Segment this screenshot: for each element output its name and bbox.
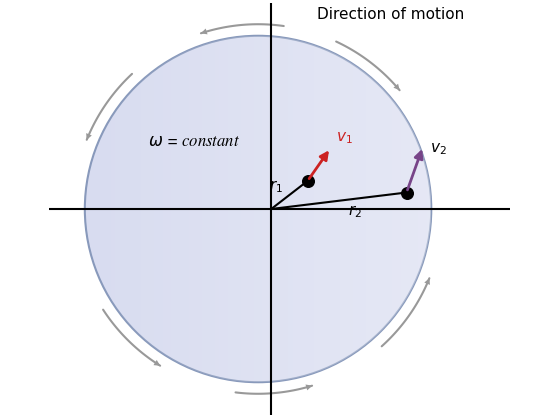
Bar — [193, 36, 197, 382]
Circle shape — [85, 36, 432, 382]
Bar — [245, 36, 249, 382]
Bar — [375, 36, 380, 382]
Bar — [128, 36, 132, 382]
Bar — [145, 36, 150, 382]
Bar — [154, 36, 158, 382]
Bar — [340, 36, 345, 382]
Bar — [115, 36, 120, 382]
Bar — [306, 36, 310, 382]
Bar — [210, 36, 215, 382]
Bar — [336, 36, 340, 382]
Bar — [345, 36, 349, 382]
Bar — [366, 36, 371, 382]
Bar — [314, 36, 319, 382]
Bar — [262, 36, 267, 382]
Bar — [405, 36, 410, 382]
Text: Direction of motion: Direction of motion — [318, 7, 465, 22]
Bar — [236, 36, 241, 382]
Bar — [267, 36, 271, 382]
Bar — [362, 36, 366, 382]
Bar — [158, 36, 163, 382]
Bar — [111, 36, 115, 382]
Bar — [254, 36, 258, 382]
Bar — [310, 36, 314, 382]
Text: $r_1$: $r_1$ — [268, 178, 282, 195]
Bar — [353, 36, 358, 382]
Bar — [172, 36, 176, 382]
Bar — [180, 36, 184, 382]
Bar — [358, 36, 362, 382]
Bar — [150, 36, 154, 382]
Text: $v_2$: $v_2$ — [430, 142, 446, 158]
Bar — [414, 36, 418, 382]
Point — [303, 178, 312, 184]
Bar — [167, 36, 172, 382]
Bar — [176, 36, 180, 382]
Bar — [297, 36, 301, 382]
Bar — [241, 36, 245, 382]
Bar — [141, 36, 145, 382]
Bar — [392, 36, 397, 382]
Bar — [383, 36, 388, 382]
Bar — [371, 36, 375, 382]
Bar — [137, 36, 141, 382]
Bar — [427, 36, 432, 382]
Bar — [102, 36, 106, 382]
Bar — [319, 36, 323, 382]
Bar — [85, 36, 89, 382]
Text: $\omega$ = constant: $\omega$ = constant — [148, 133, 240, 150]
Text: $r_2$: $r_2$ — [348, 203, 362, 220]
Bar — [124, 36, 128, 382]
Bar — [328, 36, 331, 382]
Bar — [331, 36, 336, 382]
Bar — [224, 36, 228, 382]
Bar — [120, 36, 124, 382]
Bar — [228, 36, 232, 382]
Bar — [401, 36, 405, 382]
Bar — [284, 36, 288, 382]
Bar — [184, 36, 189, 382]
Bar — [397, 36, 401, 382]
Bar — [293, 36, 297, 382]
Bar — [132, 36, 137, 382]
Bar — [93, 36, 98, 382]
Bar — [106, 36, 111, 382]
Bar — [301, 36, 306, 382]
Bar — [219, 36, 224, 382]
Text: $v_1$: $v_1$ — [335, 130, 352, 146]
Bar — [388, 36, 392, 382]
Bar — [271, 36, 276, 382]
Bar — [163, 36, 167, 382]
Bar — [189, 36, 193, 382]
Bar — [215, 36, 219, 382]
Bar — [280, 36, 284, 382]
Bar — [423, 36, 427, 382]
Bar — [276, 36, 280, 382]
Point — [402, 189, 411, 196]
Bar — [380, 36, 383, 382]
Bar — [349, 36, 353, 382]
Bar — [232, 36, 236, 382]
Bar — [288, 36, 293, 382]
Bar — [206, 36, 210, 382]
Bar — [197, 36, 202, 382]
Bar — [98, 36, 102, 382]
Bar — [89, 36, 93, 382]
Bar — [418, 36, 423, 382]
Bar — [249, 36, 254, 382]
Bar — [323, 36, 328, 382]
Bar — [258, 36, 262, 382]
Bar — [202, 36, 206, 382]
Bar — [410, 36, 414, 382]
